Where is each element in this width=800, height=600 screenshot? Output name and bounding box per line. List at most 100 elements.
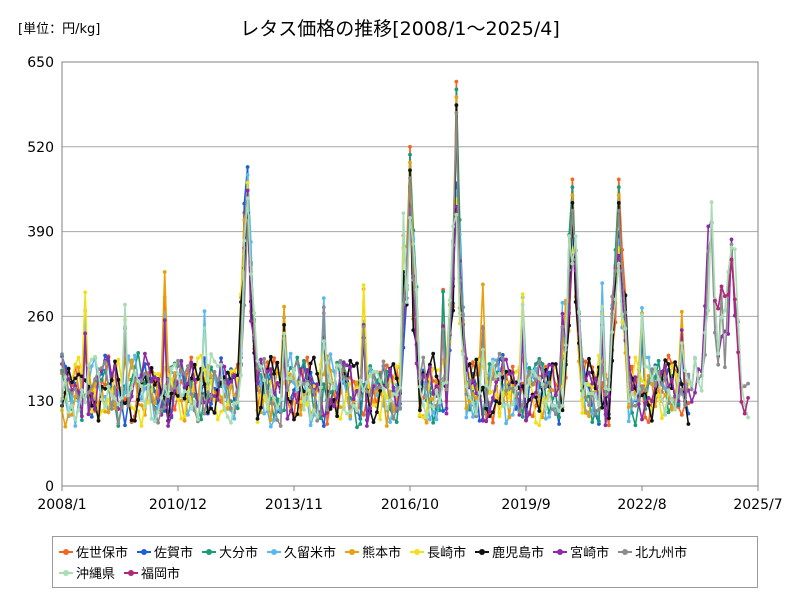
data-point — [693, 355, 697, 360]
data-point — [640, 385, 644, 390]
data-point — [109, 393, 114, 398]
data-point — [590, 370, 595, 375]
data-point — [437, 400, 442, 405]
data-point — [275, 397, 280, 402]
data-point — [497, 371, 502, 376]
data-point — [96, 371, 101, 376]
data-point — [351, 364, 356, 368]
data-point — [152, 401, 157, 406]
data-point — [116, 421, 121, 426]
data-point — [80, 388, 84, 392]
data-point — [348, 405, 353, 410]
data-point — [590, 420, 595, 424]
data-point — [116, 424, 121, 428]
legend-item: 宮崎市 — [553, 541, 609, 562]
data-point — [139, 373, 144, 378]
data-point — [202, 368, 207, 372]
data-point — [487, 386, 492, 391]
data-point — [626, 399, 631, 404]
data-point — [510, 413, 515, 417]
data-point — [646, 420, 651, 424]
data-point — [162, 270, 167, 274]
data-point — [510, 402, 515, 407]
data-point — [265, 369, 270, 374]
data-point — [325, 411, 329, 415]
legend-label: 長崎市 — [427, 546, 467, 561]
data-point — [225, 402, 230, 407]
data-point — [245, 180, 250, 185]
data-point — [428, 362, 432, 367]
data-point — [182, 371, 187, 376]
data-point — [560, 408, 565, 413]
legend-marker — [63, 569, 69, 576]
data-point — [182, 414, 187, 419]
data-point — [229, 420, 233, 425]
data-point — [176, 371, 180, 376]
data-point — [159, 396, 164, 400]
data-point — [673, 407, 677, 412]
data-point — [726, 270, 731, 274]
data-point — [477, 418, 482, 423]
data-point — [391, 392, 396, 396]
data-point — [633, 403, 638, 408]
data-point — [70, 380, 74, 385]
data-point — [321, 413, 326, 418]
data-point — [182, 389, 187, 394]
data-point — [335, 414, 339, 419]
data-point — [527, 398, 532, 402]
data-point — [421, 355, 426, 360]
data-point — [162, 384, 167, 389]
data-point — [70, 394, 74, 398]
data-point — [527, 377, 532, 382]
data-point — [156, 371, 161, 376]
data-point — [129, 358, 134, 362]
data-point — [149, 366, 154, 370]
data-point — [481, 385, 485, 390]
data-point — [520, 384, 525, 389]
data-point — [192, 377, 197, 382]
data-point — [249, 319, 253, 323]
data-point — [709, 200, 714, 205]
legend-swatch — [475, 548, 490, 555]
legend-swatch — [553, 548, 568, 555]
data-point — [378, 385, 383, 390]
data-point — [616, 177, 621, 182]
data-point — [196, 356, 200, 360]
data-point — [331, 404, 336, 409]
data-point — [570, 201, 575, 205]
data-point — [418, 408, 422, 413]
data-point — [663, 358, 668, 362]
data-point — [520, 292, 525, 297]
data-point — [355, 380, 359, 385]
legend-swatch — [345, 548, 360, 555]
y-tick-label: 130 — [27, 394, 54, 410]
data-point — [504, 402, 508, 407]
data-point — [162, 409, 167, 413]
data-point — [587, 370, 591, 375]
data-point — [484, 383, 489, 388]
data-point — [321, 424, 326, 428]
data-point — [527, 366, 532, 370]
data-point — [275, 405, 280, 410]
data-point — [89, 392, 94, 396]
data-point — [626, 405, 631, 409]
data-point — [411, 242, 416, 246]
data-point — [464, 392, 469, 396]
data-point — [166, 424, 171, 428]
data-point — [398, 385, 402, 390]
data-point — [176, 396, 180, 401]
data-point — [315, 415, 320, 419]
data-point — [514, 369, 518, 374]
data-point — [689, 387, 694, 392]
data-point — [338, 358, 343, 363]
data-point — [487, 362, 492, 366]
data-point — [679, 387, 684, 392]
data-point — [136, 398, 141, 402]
data-point — [358, 378, 363, 383]
data-point — [73, 362, 78, 367]
data-point — [209, 379, 214, 383]
data-point — [464, 415, 469, 420]
data-point — [312, 355, 316, 360]
data-point — [345, 411, 349, 416]
data-point — [222, 380, 227, 385]
